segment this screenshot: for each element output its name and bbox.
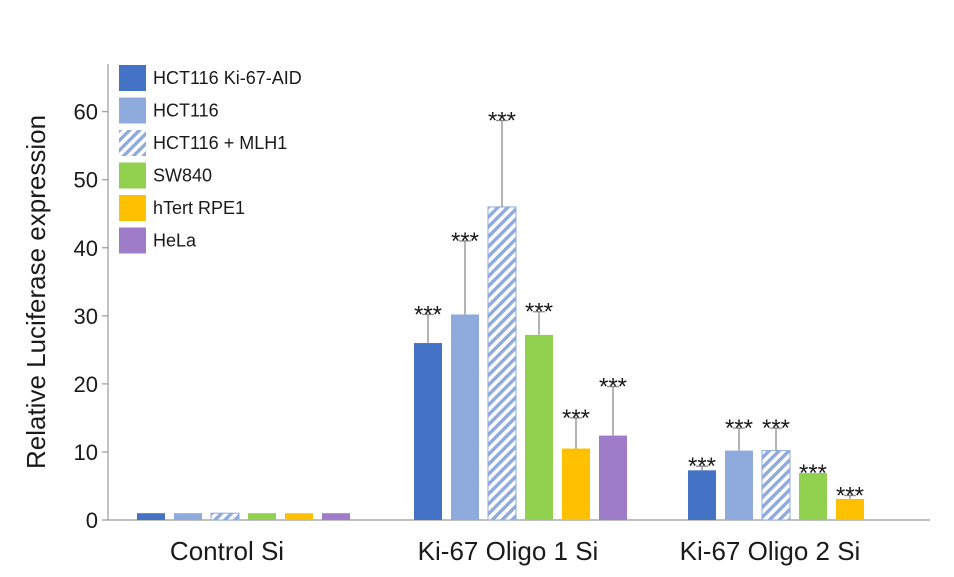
significance-label: *** bbox=[799, 460, 827, 487]
legend-label: HCT116 bbox=[153, 101, 219, 121]
x-category-label: Ki-67 Oligo 1 Si bbox=[418, 536, 599, 566]
bar bbox=[688, 470, 716, 520]
significance-label: *** bbox=[414, 301, 442, 328]
bar bbox=[137, 513, 165, 520]
y-tick-label: 40 bbox=[74, 236, 98, 261]
bar bbox=[414, 343, 442, 520]
y-tick-label: 0 bbox=[86, 508, 98, 533]
significance-label: *** bbox=[562, 405, 590, 432]
legend-label: HCT116 Ki-67-AID bbox=[153, 68, 302, 88]
bar bbox=[761, 450, 791, 521]
bar bbox=[285, 513, 313, 520]
legend-swatch bbox=[119, 65, 146, 91]
bar bbox=[248, 513, 276, 520]
x-category-label: Ki-67 Oligo 2 Si bbox=[680, 536, 861, 566]
legend-label: hTert RPE1 bbox=[153, 198, 245, 218]
bar bbox=[487, 206, 517, 521]
legend-swatch bbox=[119, 162, 146, 189]
bars-layer: *** *** *** *** *** *** *** *** *** *** *** bbox=[137, 107, 864, 521]
bar bbox=[562, 448, 590, 520]
bar bbox=[599, 435, 627, 520]
legend-label: SW840 bbox=[153, 166, 212, 186]
significance-label: *** bbox=[688, 453, 716, 480]
significance-label: *** bbox=[599, 374, 627, 401]
x-category-label: Control Si bbox=[170, 536, 284, 566]
bar bbox=[725, 450, 753, 520]
significance-label: *** bbox=[725, 415, 753, 442]
bar bbox=[174, 513, 202, 520]
bar bbox=[525, 334, 553, 520]
legend-label: HCT116 + MLH1 bbox=[153, 133, 287, 153]
bar bbox=[836, 498, 864, 520]
legend: HCT116 Ki-67-AID HCT116 HCT116 + MLH1 SW840… bbox=[119, 65, 302, 254]
significance-label: *** bbox=[525, 299, 553, 326]
y-axis-label: Relative Luciferase expression bbox=[21, 115, 51, 469]
bar bbox=[210, 512, 240, 521]
significance-label: *** bbox=[836, 482, 864, 509]
legend-label: HeLa bbox=[153, 231, 197, 251]
legend-swatch bbox=[119, 97, 146, 124]
bar bbox=[799, 473, 827, 520]
y-tick-label: 60 bbox=[74, 100, 98, 125]
legend-swatch bbox=[119, 130, 146, 156]
y-tick-label: 20 bbox=[74, 372, 98, 397]
y-tick-label: 50 bbox=[74, 168, 98, 193]
bar bbox=[322, 513, 350, 520]
x-axis-labels: Control Si Ki-67 Oligo 1 Si Ki-67 Oligo 2 … bbox=[170, 536, 860, 566]
bar bbox=[451, 314, 479, 520]
significance-label: *** bbox=[488, 107, 516, 134]
significance-label: *** bbox=[762, 415, 790, 442]
legend-swatch bbox=[119, 195, 146, 221]
legend-swatch bbox=[119, 227, 146, 254]
y-axis-ticks: 0 10 20 30 40 50 60 bbox=[74, 100, 108, 533]
significance-label: *** bbox=[451, 228, 479, 255]
y-tick-label: 30 bbox=[74, 304, 98, 329]
y-tick-label: 10 bbox=[74, 440, 98, 465]
